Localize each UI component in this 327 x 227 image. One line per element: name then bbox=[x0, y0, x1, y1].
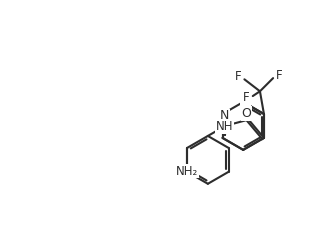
Text: N: N bbox=[241, 94, 250, 106]
Text: F: F bbox=[234, 70, 241, 83]
Text: N: N bbox=[220, 109, 229, 123]
Text: NH: NH bbox=[216, 120, 233, 133]
Text: O: O bbox=[242, 107, 251, 120]
Text: NH₂: NH₂ bbox=[176, 165, 198, 178]
Text: F: F bbox=[276, 69, 283, 82]
Text: F: F bbox=[243, 91, 249, 104]
